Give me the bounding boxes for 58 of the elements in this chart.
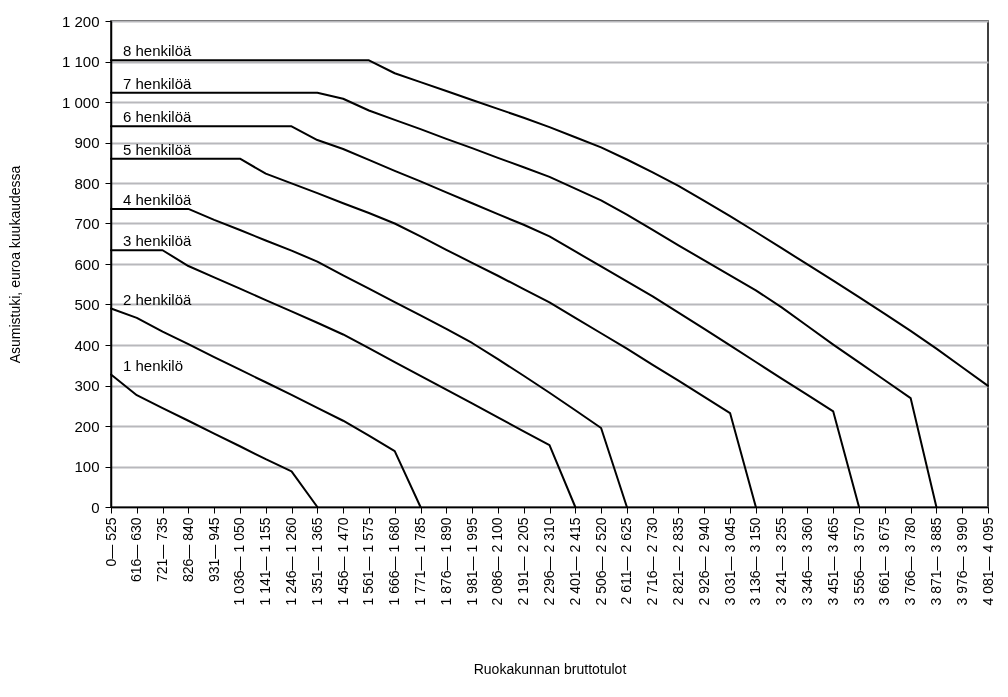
x-tick-label: 1 771— 1 785 [412,517,429,606]
x-tick-label: 931— 945 [205,517,222,583]
x-tick-label: 2 296— 2 310 [541,517,557,606]
x-tick-label: 826— 840 [179,517,196,583]
x-tick-label: 3 241— 3 255 [773,517,790,606]
x-tick-label: 3 031— 3 045 [721,517,738,606]
y-tick-label: 700 [74,215,100,232]
series-label: 5 henkilöä [123,140,193,158]
y-tick-label: 600 [74,255,100,273]
x-tick-label: 3 136— 3 150 [747,517,764,606]
x-tick-label: 0— 525 [102,517,119,567]
series-label: 4 henkilöä [123,190,193,208]
x-tick-label: 1 876— 1 890 [437,517,454,606]
x-tick-label: 1 666— 1 680 [386,517,403,606]
y-tick-label: 500 [74,296,100,313]
x-tick-label: 616— 630 [128,517,145,583]
y-tick-label: 900 [74,134,100,151]
series-label: 2 henkilöä [123,290,193,308]
series-label: 7 henkilöä [123,74,193,92]
y-tick-label: 400 [74,336,100,354]
y-tick-label: 1 200 [61,12,100,30]
x-tick-label: 1 561— 1 575 [360,517,377,606]
x-tick-label: 1 246— 1 260 [283,517,300,606]
series-label: 1 henkilö [123,356,184,374]
x-tick-label: 1 981— 1 995 [463,517,480,606]
x-tick-label: 2 611— 2 625 [618,517,635,605]
x-tick-label: 721— 735 [154,517,171,583]
x-axis-title: Ruokakunnan bruttotulot [473,660,627,677]
x-tick-label: 3 976— 3 990 [953,517,970,606]
y-tick-label: 300 [74,377,100,394]
y-tick-label: 800 [74,174,100,192]
x-tick-label: 4 081— 4 095 [979,517,996,606]
x-tick-label: 2 821— 2 835 [669,517,686,606]
x-tick-label: 3 556— 3 570 [850,517,867,606]
series-label: 3 henkilöä [123,232,193,250]
x-tick-label: 2 926— 2 940 [695,517,712,606]
y-axis-title: Asumistuki, euroa kuukaudessa [6,165,23,364]
x-tick-label: 1 351— 1 365 [308,517,325,606]
x-tick-label: 2 506— 2 520 [592,517,609,606]
series-label: 6 henkilöä [123,108,193,126]
x-tick-label: 1 036— 1 050 [231,517,248,606]
y-tick-label: 1 100 [61,53,100,70]
y-tick-label: 0 [91,498,100,516]
x-tick-label: 1 141— 1 155 [257,517,274,606]
x-tick-label: 3 766— 3 780 [902,517,919,606]
x-tick-label: 1 456— 1 470 [334,517,351,606]
x-tick-label: 3 451— 3 465 [824,517,841,606]
x-tick-label: 2 086— 2 100 [489,517,506,606]
x-tick-label: 2 401— 2 415 [566,517,583,606]
y-tick-label: 1 000 [61,93,100,111]
x-tick-label: 3 871— 3 885 [927,517,944,606]
series-label: 8 henkilöä [123,42,193,60]
x-tick-label: 2 716— 2 730 [644,517,661,606]
x-tick-label: 3 346— 3 360 [798,517,815,606]
x-tick-label: 2 191— 2 205 [515,517,532,606]
y-tick-label: 100 [74,458,100,475]
x-tick-label: 3 661— 3 675 [876,517,893,606]
y-tick-label: 200 [74,417,100,435]
